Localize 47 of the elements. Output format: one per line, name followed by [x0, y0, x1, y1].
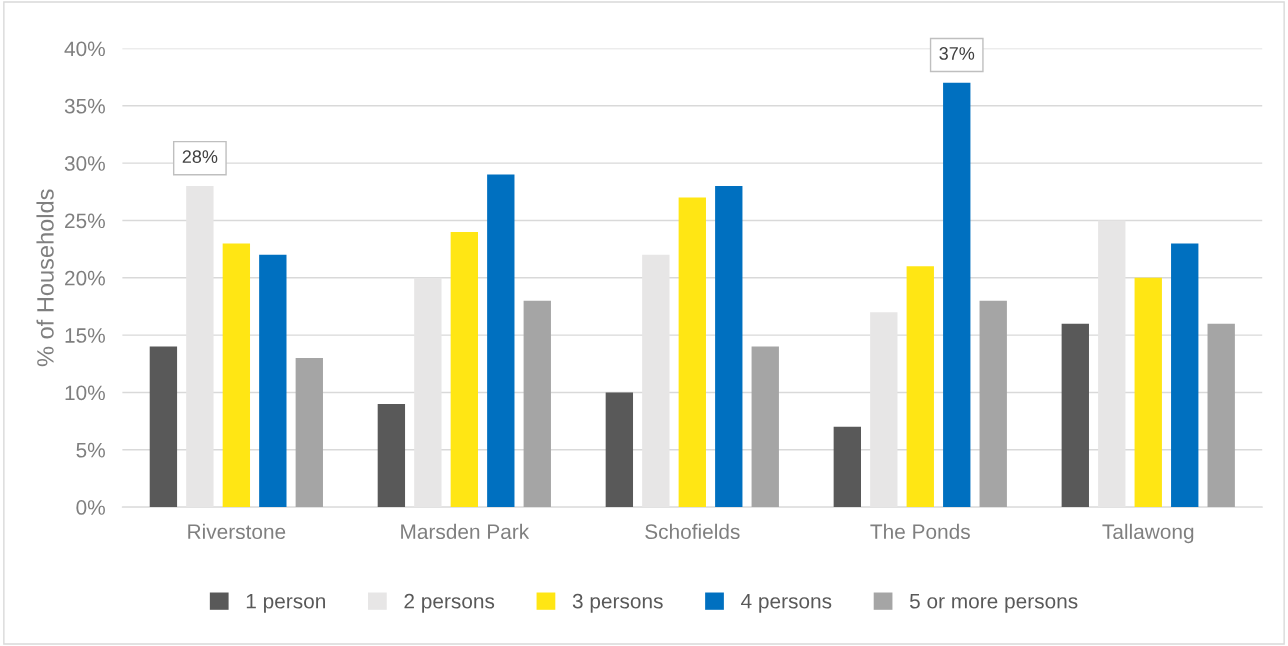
y-tick-label: 25%: [65, 213, 105, 229]
y-tick-label: 35%: [64, 98, 105, 114]
x-tick-label: Marsden Park: [401, 523, 530, 540]
y-axis-title: % of Households: [36, 189, 54, 367]
data-label: 37%: [939, 47, 975, 60]
x-tick-label: Riverstone: [188, 523, 286, 540]
bar: [1098, 220, 1126, 508]
bar: [523, 300, 551, 508]
data-label: 28%: [182, 150, 218, 164]
y-tick-label: 0%: [76, 500, 105, 515]
bar: [605, 392, 634, 508]
y-tick-label: 15%: [65, 328, 105, 343]
bar: [1061, 323, 1089, 508]
bar: [715, 186, 743, 508]
y-tick-label: 5%: [76, 442, 105, 458]
legend-label: 4 persons: [741, 594, 832, 613]
bar: [222, 243, 251, 508]
legend-label: 1 person: [246, 594, 325, 613]
bar: [1134, 277, 1162, 508]
y-tick-label: 20%: [65, 270, 105, 286]
bar: [149, 346, 178, 508]
bar: [450, 231, 478, 508]
bar: [906, 266, 934, 508]
bar: [751, 346, 779, 508]
bar: [1207, 323, 1235, 508]
bar: [979, 300, 1007, 508]
bar: [870, 312, 898, 508]
bar: [377, 403, 406, 508]
bar: [943, 82, 971, 508]
bar: [414, 277, 442, 508]
x-tick-label: The Ponds: [870, 523, 970, 540]
x-tick-label: Schofields: [645, 523, 740, 540]
y-tick-label: 30%: [64, 156, 105, 171]
bar: [487, 174, 515, 508]
legend-label: 5 or more persons: [909, 594, 1078, 613]
bar: [259, 254, 287, 508]
bar: [1171, 243, 1199, 508]
bar: [678, 197, 706, 508]
bar: [295, 358, 323, 508]
bar: [642, 254, 670, 508]
y-tick-label: 40%: [64, 41, 105, 57]
y-tick-label: 10%: [65, 385, 105, 401]
bar: [833, 426, 861, 508]
legend-label: 3 persons: [572, 593, 663, 613]
bar: [186, 186, 214, 508]
x-tick-label: Tallawong: [1102, 523, 1194, 544]
legend-label: 2 persons: [404, 593, 495, 613]
